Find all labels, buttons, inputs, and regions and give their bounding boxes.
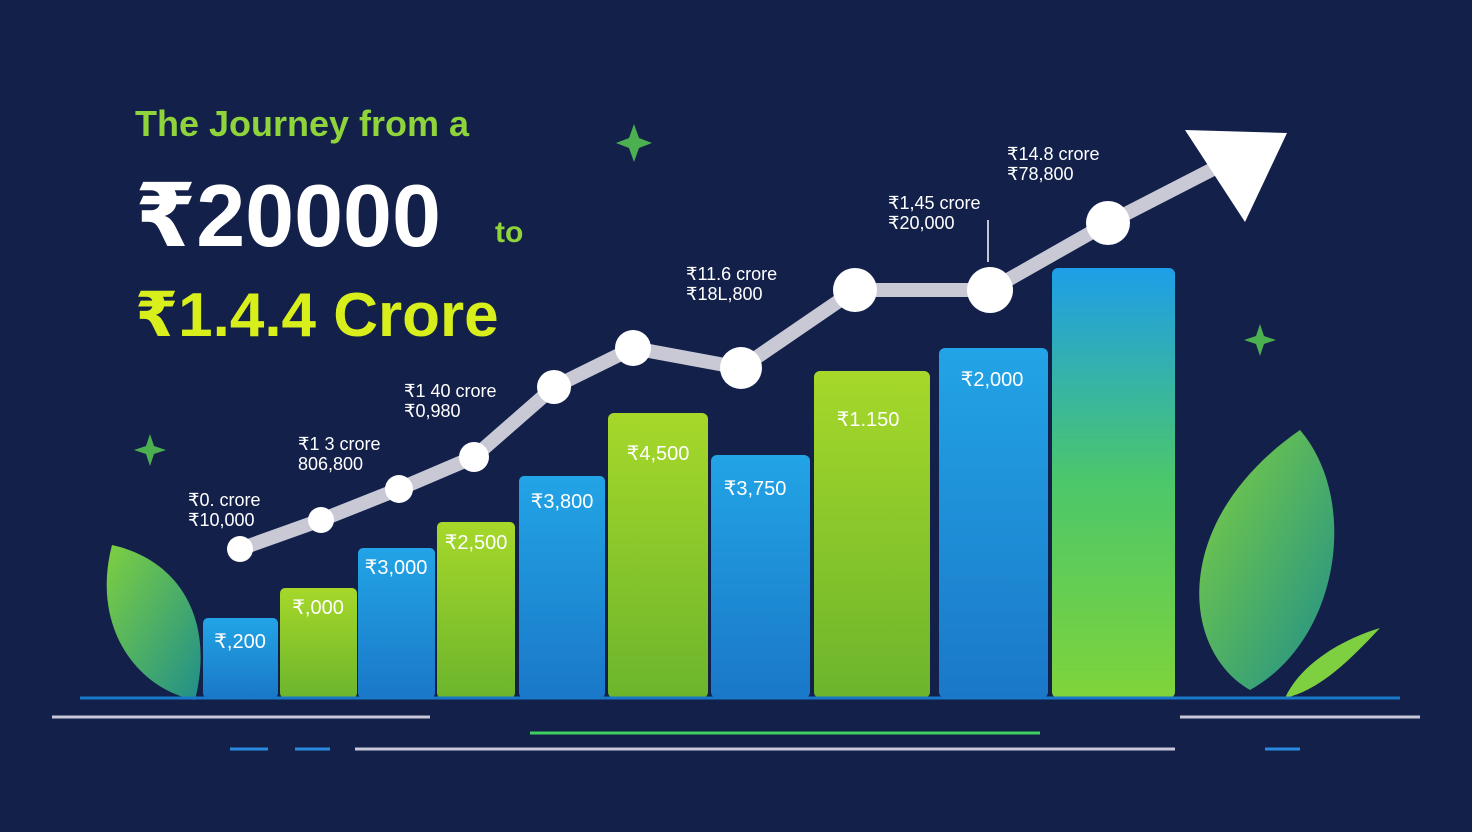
trend-line bbox=[227, 130, 1287, 562]
point-label: ₹78,800 bbox=[1007, 164, 1074, 184]
bar-label: ₹,000 bbox=[292, 597, 344, 619]
bar-label: ₹2,000 bbox=[961, 369, 1024, 391]
point-label: ₹11.6 crore bbox=[686, 264, 777, 284]
point-label: ₹14.8 crore bbox=[1007, 144, 1100, 164]
point-label: ₹10,000 bbox=[188, 510, 255, 530]
point-label: ₹0. crore bbox=[188, 490, 260, 510]
decor-stars bbox=[134, 124, 1276, 466]
point-label: ₹0,980 bbox=[404, 401, 461, 421]
bar-label: ₹1.150 bbox=[837, 409, 900, 431]
title-line2: ₹20000 bbox=[135, 166, 441, 265]
bar-label: ₹3,000 bbox=[365, 557, 428, 579]
decor-leaves bbox=[106, 430, 1380, 700]
point-label: ₹1,45 crore bbox=[888, 193, 981, 213]
point-label: ₹1 3 crore bbox=[298, 434, 381, 454]
decor-lines bbox=[52, 696, 1420, 751]
point-label: ₹20,000 bbox=[888, 213, 955, 233]
bar-label: ₹2,500 bbox=[445, 532, 508, 554]
title-line1: The Journey from a bbox=[135, 103, 470, 144]
point-label: ₹18L,800 bbox=[686, 284, 763, 304]
title-line2-suffix: to bbox=[495, 216, 523, 249]
bar-label: ₹4,500 bbox=[627, 443, 690, 465]
point-label: 806,800 bbox=[298, 454, 363, 474]
bar-label: ₹3,750 bbox=[724, 478, 787, 500]
bar-label: ₹,200 bbox=[214, 631, 266, 653]
title-line3: ₹1.4.4 Crore bbox=[135, 281, 499, 350]
point-label: ₹1 40 crore bbox=[404, 381, 497, 401]
bar-label: ₹3,800 bbox=[531, 491, 594, 513]
bars bbox=[203, 268, 1175, 698]
